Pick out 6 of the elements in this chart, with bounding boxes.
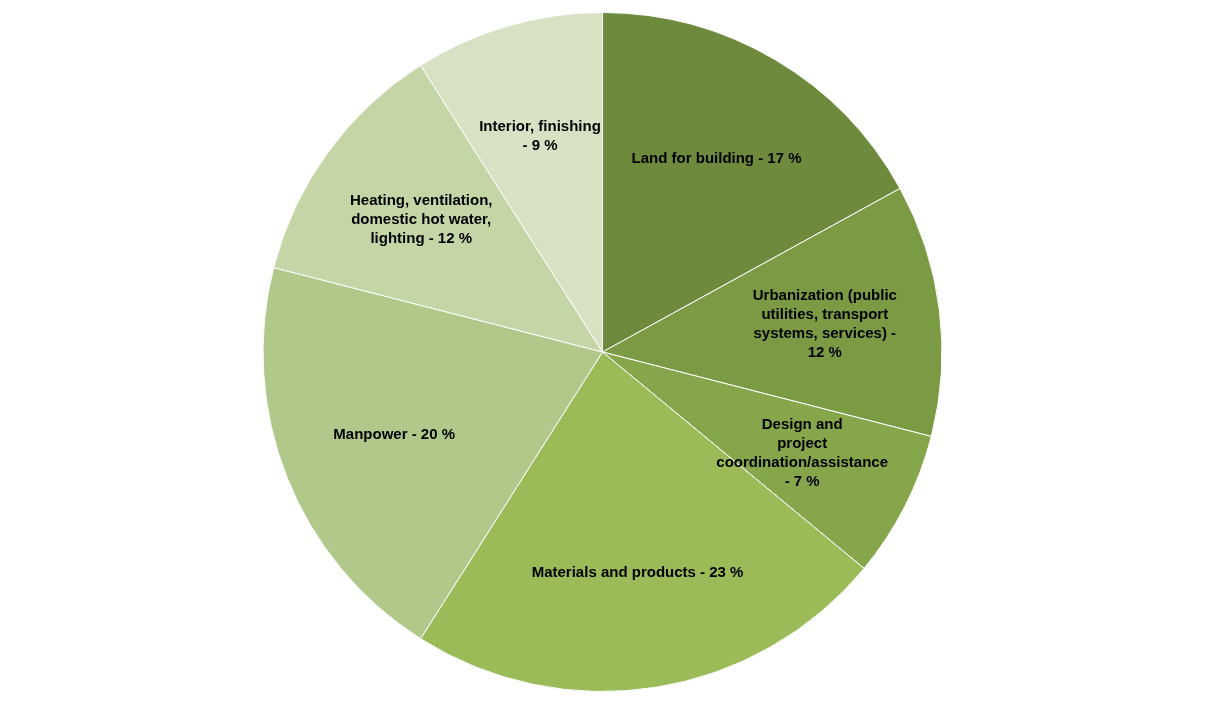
slice-label: Heating, ventilation, domestic hot water, lighting - 12 % [349,191,493,247]
slice-label: Materials and products - 23 % [531,563,744,581]
slice-label: Land for building - 17 % [631,149,802,167]
slice-label: Interior, finishing - 9 % [479,117,601,154]
slice-label: Urbanization (public utilities, transport systems, services) - 12 % [752,285,897,360]
slice-label: Manpower - 20 % [333,424,456,442]
